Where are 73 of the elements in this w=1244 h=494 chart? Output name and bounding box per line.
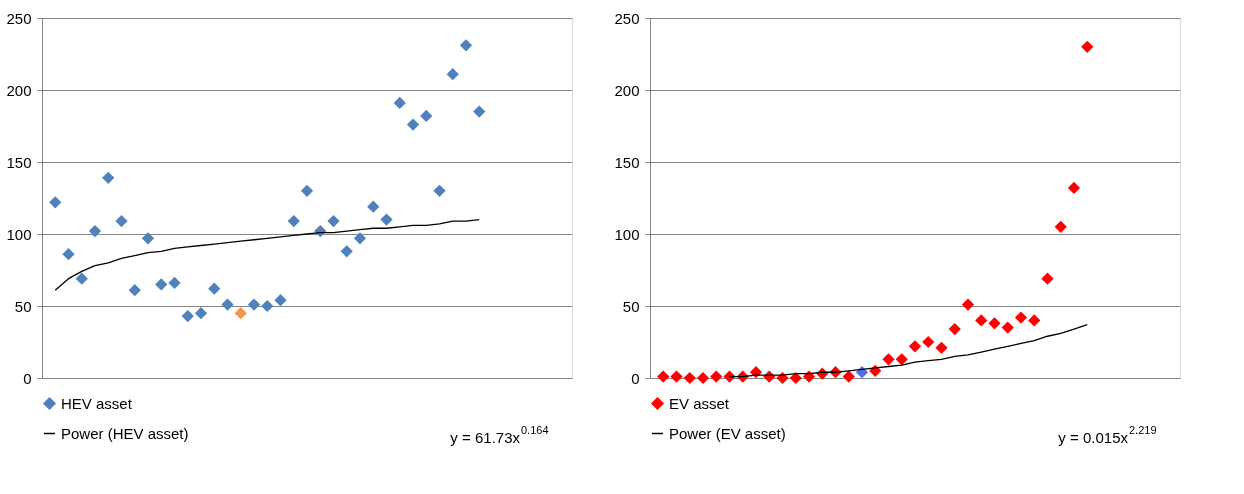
y-tick-label: 100 [6,225,32,243]
point [247,298,261,311]
point [406,118,420,131]
point [975,314,988,327]
y-tick-label: 250 [614,9,640,27]
point [935,341,948,354]
y-tick-label: 250 [6,9,32,27]
point [842,370,855,383]
y-tick-label: 150 [614,153,640,171]
point [1081,40,1094,53]
y-tick-label: 100 [614,225,640,243]
point [1067,181,1081,195]
point [128,284,141,297]
point [102,171,115,184]
point [895,353,908,366]
point [208,282,221,295]
point [696,371,710,385]
y-tick-label: 200 [6,81,32,99]
legend-label: Power (HEV asset) [61,424,189,442]
y-tick-label: 50 [14,297,32,315]
point [367,200,380,213]
point [287,214,300,228]
point [710,370,723,383]
point [670,370,683,383]
point [961,298,975,311]
point [393,96,406,110]
point [181,309,194,323]
point [300,184,314,197]
y-tick-label: 50 [622,297,640,315]
point [1054,220,1067,233]
point [234,307,247,320]
point [948,322,961,336]
point [168,276,181,290]
point [88,225,102,238]
point [274,294,287,307]
point [155,278,168,291]
point [49,196,62,209]
point [62,248,75,261]
point [683,371,696,385]
point [882,353,895,366]
point [446,68,459,81]
point [194,307,208,320]
point [1001,321,1014,334]
point [789,371,802,385]
point [988,317,1001,330]
point [723,370,736,383]
point [1041,272,1054,285]
point [327,214,340,228]
y-tick-label: 0 [631,369,640,387]
point [433,184,446,197]
point [420,109,433,123]
legend-label: EV asset [669,394,730,412]
point [473,105,486,118]
point [141,232,155,245]
point [1028,314,1041,327]
point [340,245,353,258]
point [1014,311,1028,324]
point [459,39,473,52]
y-tick-label: 150 [6,153,32,171]
point [908,340,922,353]
point [75,272,88,285]
line-series [54,218,480,291]
point [657,370,670,383]
y-tick-label: 0 [23,369,32,387]
point [261,299,274,313]
y-tick-label: 200 [614,81,640,99]
point [353,232,367,245]
point [221,298,234,311]
point [115,214,128,228]
point [380,213,393,226]
legend-label: Power (EV asset) [669,424,786,442]
point [922,335,935,349]
legend-label: HEV asset [61,394,133,412]
